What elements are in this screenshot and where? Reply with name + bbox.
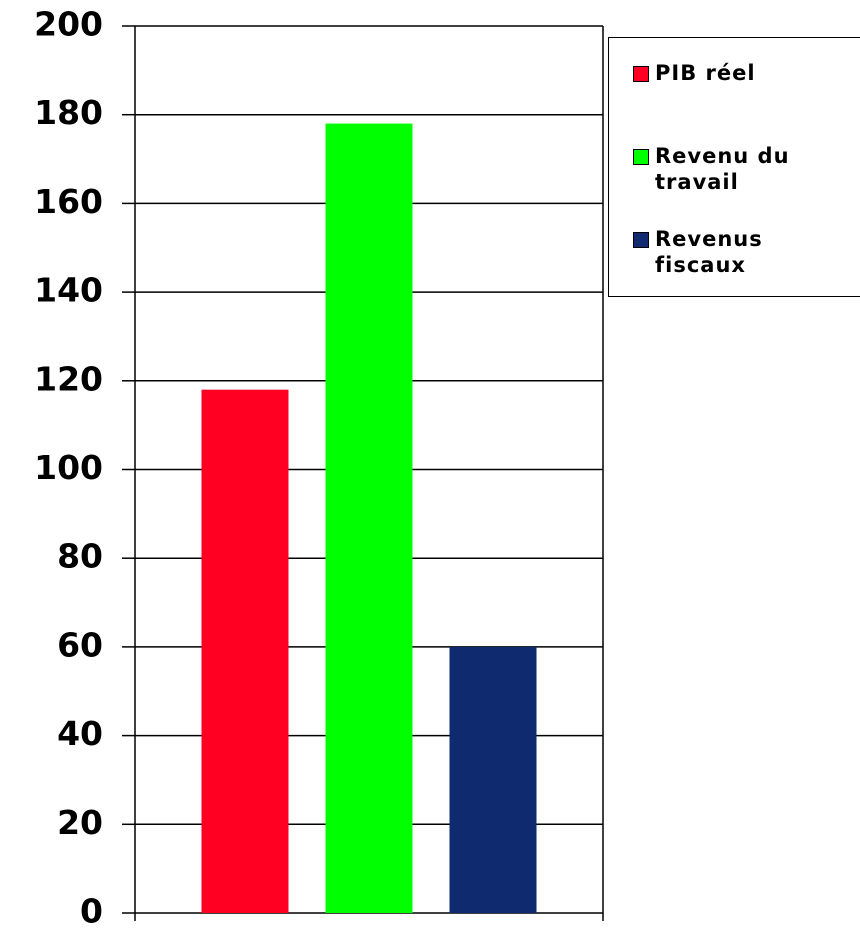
legend-entry: Revenus fiscaux [633, 226, 815, 278]
y-tick-label: 80 [57, 537, 103, 576]
y-tick-label: 200 [34, 5, 103, 44]
legend: PIB réel Revenu du travail Revenus fiscaux [608, 37, 860, 297]
legend-entry: PIB réel [633, 60, 815, 86]
legend-swatch [633, 149, 649, 165]
legend-label: Revenu du travail [655, 144, 790, 194]
y-tick-label: 60 [57, 625, 103, 664]
y-tick-label: 100 [34, 448, 103, 487]
bar [201, 389, 289, 913]
y-tick-label: 0 [80, 892, 103, 930]
y-tick-label: 180 [34, 93, 103, 132]
y-tick-label: 160 [34, 182, 103, 221]
y-tick-label: 20 [57, 803, 103, 842]
legend-label: PIB réel [655, 61, 756, 85]
legend-entry: Revenu du travail [633, 143, 815, 195]
legend-label: Revenus fiscaux [655, 227, 763, 277]
legend-swatch [633, 232, 649, 248]
bar [449, 646, 537, 913]
legend-swatch [633, 66, 649, 82]
bar [325, 123, 413, 913]
y-tick-label: 140 [34, 271, 103, 310]
y-tick-label: 40 [57, 714, 103, 753]
y-tick-label: 120 [34, 359, 103, 398]
